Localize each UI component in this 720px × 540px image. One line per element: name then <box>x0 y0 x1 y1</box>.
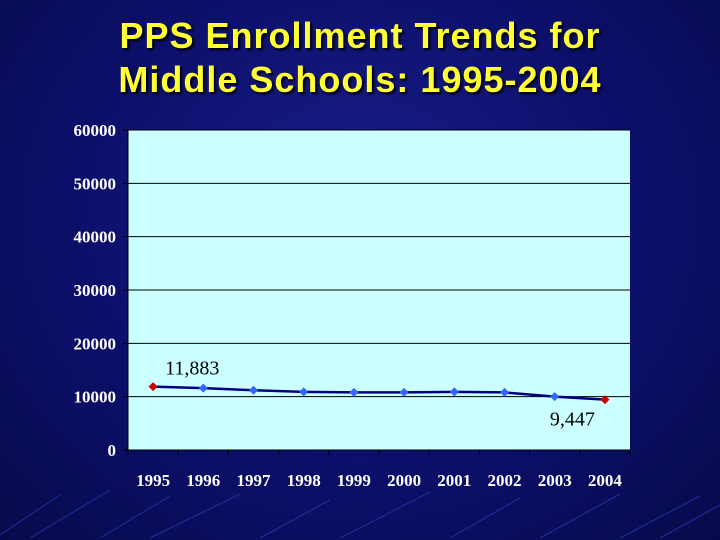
y-tick-label: 10000 <box>74 388 117 407</box>
series-line <box>153 385 605 401</box>
data-point-marker <box>198 383 208 393</box>
data-point-marker <box>500 387 509 397</box>
x-tick-label: 1997 <box>237 471 272 490</box>
data-point-marker <box>299 387 309 397</box>
y-tick-label: 30000 <box>74 281 117 300</box>
x-tick-label: 1995 <box>136 471 170 490</box>
x-tick-label: 2000 <box>387 471 421 490</box>
data-point-marker <box>249 385 258 395</box>
x-tick-label: 1998 <box>287 471 321 490</box>
x-tick-label: 2003 <box>538 471 572 490</box>
endpoint-marker <box>600 395 610 405</box>
y-tick-label: 40000 <box>74 228 117 247</box>
data-point-marker <box>550 392 560 402</box>
y-tick-label: 20000 <box>74 334 117 353</box>
x-tick-label: 2001 <box>437 471 471 490</box>
x-tick-label: 2004 <box>588 471 623 490</box>
data-point-marker <box>399 387 409 397</box>
data-label: 9,447 <box>550 409 595 431</box>
y-tick-label: 60000 <box>74 121 117 140</box>
x-tick-label: 1996 <box>186 471 220 490</box>
endpoint-marker <box>148 382 158 392</box>
x-tick-label: 1999 <box>337 471 371 490</box>
slide-title-line2: Middle Schools: 1995-2004 <box>118 59 602 100</box>
y-tick-label: 50000 <box>74 174 117 193</box>
slide-title-line1: PPS Enrollment Trends for <box>119 15 601 56</box>
data-point-marker <box>349 387 359 397</box>
slide-title: PPS Enrollment Trends for Middle Schools… <box>0 14 720 102</box>
data-point-marker <box>449 387 459 397</box>
y-tick-label: 0 <box>108 441 117 460</box>
x-tick-label: 2002 <box>488 471 522 490</box>
data-label: 11,883 <box>165 358 219 380</box>
